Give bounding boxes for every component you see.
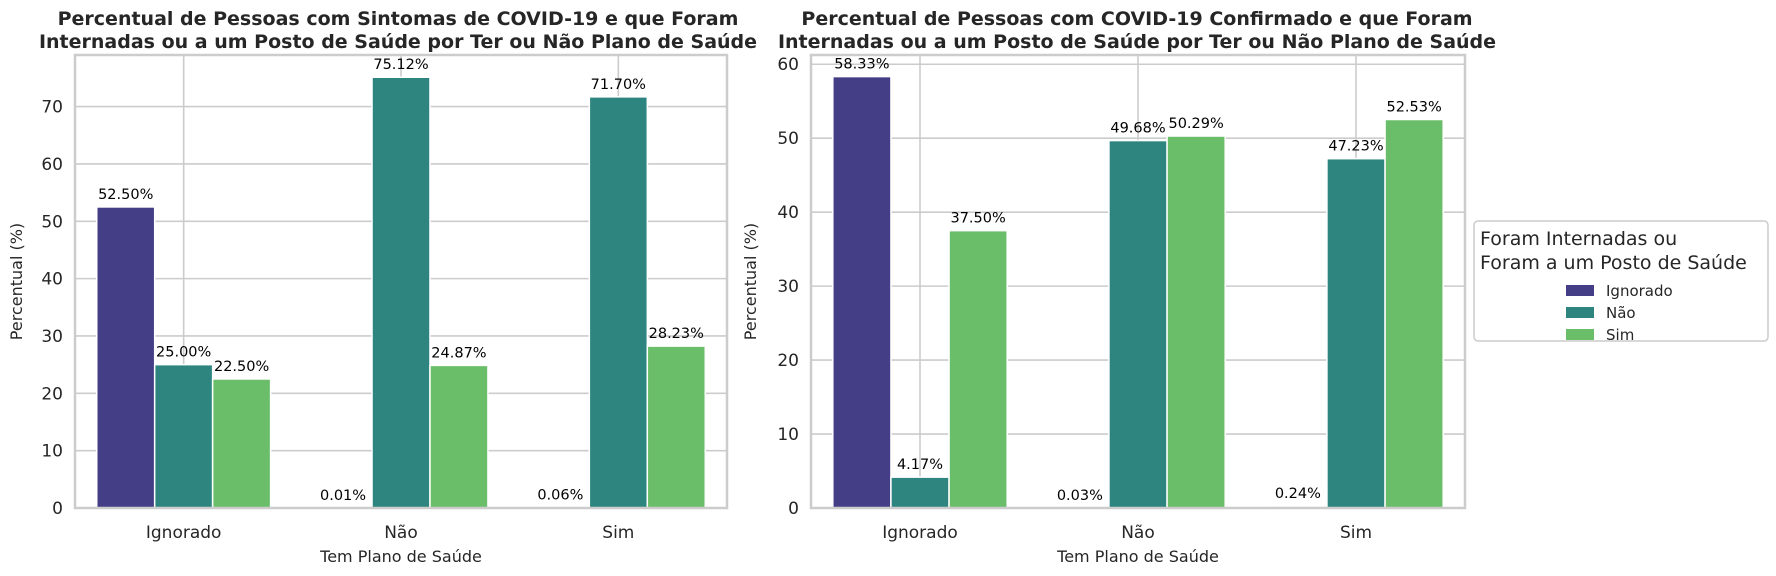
y-tick-label: 10 [41, 442, 63, 462]
x-tick-label: Sim [602, 523, 634, 543]
chart-title-line: Percentual de Pessoas com Sintomas de CO… [58, 8, 739, 30]
data-label: 4.17% [897, 457, 943, 473]
data-label: 52.50% [98, 187, 153, 203]
y-tick-label: 30 [41, 327, 63, 347]
bar-no-0 [890, 476, 950, 509]
data-label: 49.68% [1110, 121, 1165, 137]
y-tick-label: 60 [777, 55, 799, 75]
legend-swatch-sim [1566, 329, 1594, 340]
data-label: 58.33% [834, 57, 889, 73]
y-tick-label: 20 [41, 384, 63, 404]
data-label: 0.03% [1057, 488, 1103, 504]
y-tick-label: 40 [41, 270, 63, 290]
x-tick-label: Ignorado [146, 523, 222, 543]
bar-no-1 [1108, 139, 1168, 509]
data-label: 0.06% [537, 488, 583, 504]
data-label: 0.24% [1275, 486, 1321, 502]
data-label: 24.87% [431, 345, 486, 361]
legend-title-line: Foram Internadas ou [1480, 228, 1677, 250]
bar-sim-1 [1166, 135, 1226, 509]
legend-item-label: Ignorado [1606, 282, 1673, 300]
data-label: 71.70% [591, 77, 646, 93]
legend-box [1473, 220, 1769, 342]
bar-sim-1 [429, 364, 489, 509]
y-tick-label: 10 [777, 425, 799, 445]
chart-title-line: Percentual de Pessoas com COVID-19 Confi… [801, 8, 1472, 30]
bar-ignorado-0 [832, 75, 892, 509]
data-label: 50.29% [1168, 116, 1223, 132]
bar-sim-0 [211, 378, 272, 509]
legend-item-label: Não [1606, 304, 1636, 322]
data-label: 47.23% [1328, 139, 1383, 155]
y-tick-label: 0 [788, 499, 799, 519]
y-tick-label: 20 [777, 351, 799, 371]
y-tick-label: 70 [41, 98, 63, 118]
legend-item-label: Sim [1606, 326, 1634, 344]
data-label: 37.50% [950, 211, 1005, 227]
y-tick-label: 30 [777, 277, 799, 297]
y-axis-label: Percentual (%) [741, 223, 760, 340]
bar-no-1 [371, 76, 431, 509]
y-tick-label: 50 [777, 129, 799, 149]
x-tick-label: Ignorado [882, 523, 958, 543]
data-label: 52.53% [1386, 99, 1441, 115]
bar-ignorado-0 [95, 206, 156, 509]
bar-no-2 [588, 96, 649, 509]
chart-title-line: Internadas ou a um Posto de Saúde por Te… [39, 31, 757, 53]
axes-frame [73, 53, 729, 510]
bar-no-2 [1326, 157, 1386, 509]
bar-sim-0 [948, 229, 1008, 509]
bar-sim-2 [646, 345, 707, 509]
data-label: 25.00% [156, 345, 211, 361]
y-tick-label: 60 [41, 155, 63, 175]
axes-frame [809, 53, 1467, 510]
legend-swatch-no [1566, 307, 1594, 318]
x-axis-label: Tem Plano de Saúde [1056, 547, 1219, 566]
x-tick-label: Sim [1340, 523, 1372, 543]
bar-no-0 [153, 363, 214, 509]
y-tick-label: 40 [777, 203, 799, 223]
data-label: 75.12% [373, 57, 428, 73]
chart-title-line: Internadas ou a um Posto de Saúde por Te… [778, 31, 1496, 53]
legend-title-line: Foram a um Posto de Saúde [1480, 252, 1747, 274]
data-label: 22.50% [214, 359, 269, 375]
y-axis-label: Percentual (%) [7, 223, 26, 340]
bar-sim-2 [1384, 118, 1444, 509]
data-label: 0.01% [320, 488, 366, 504]
x-tick-label: Não [384, 523, 418, 543]
chart-symptoms-hospitalization: 52.50% 0.01% 0.06% 25.00% 75.12% 71.70% 22.50%… [7, 8, 757, 566]
legend-swatch-ignorado [1566, 285, 1594, 296]
chart-confirmed-hospitalization: 58.33% 0.03% 0.24% 4.17% 49.68% 47.23% 37.50% 5… [741, 8, 1496, 566]
y-tick-label: 50 [41, 212, 63, 232]
y-tick-label: 0 [52, 499, 63, 519]
x-axis-label: Tem Plano de Saúde [319, 547, 482, 566]
x-tick-label: Não [1121, 523, 1155, 543]
data-label: 28.23% [649, 326, 704, 342]
